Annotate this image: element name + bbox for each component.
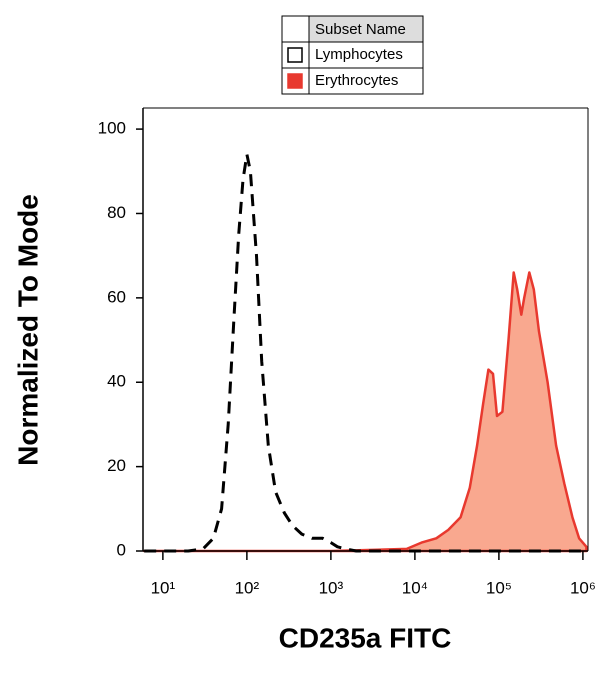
series-area (144, 152, 583, 553)
x-tick-label: 10² (235, 578, 260, 597)
y-tick-label: 100 (98, 119, 126, 138)
x-tick-label: 10⁴ (402, 578, 428, 597)
legend-swatch (287, 47, 303, 63)
y-tick-label: 0 (117, 540, 126, 559)
x-tick-label: 10³ (319, 578, 344, 597)
x-tick-label: 10¹ (151, 578, 176, 597)
legend-label: Lymphocytes (315, 46, 403, 63)
y-tick-label: 60 (107, 287, 126, 306)
y-tick-label: 40 (107, 372, 126, 391)
x-tick-label: 10⁵ (486, 578, 512, 597)
legend-header: Subset Name (315, 21, 406, 38)
x-tick-label: 10⁶ (570, 578, 596, 597)
y-tick-label: 80 (107, 203, 126, 222)
legend-swatch (287, 73, 303, 89)
y-axis-title: Normalized To Mode (12, 194, 43, 466)
legend-label: Erythrocytes (315, 72, 398, 89)
legend: Subset Name Lymphocytes Erythrocytes (281, 15, 424, 95)
series-area (142, 271, 588, 553)
y-tick-label: 20 (107, 456, 126, 475)
legend-header-bg (308, 15, 424, 43)
x-axis-title: CD235a FITC (279, 622, 452, 653)
